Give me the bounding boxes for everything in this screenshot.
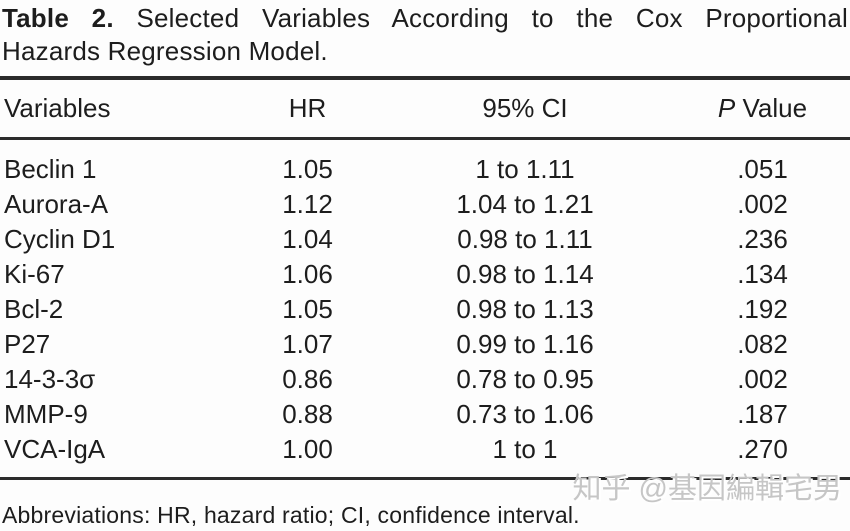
table-row: Ki-67 1.06 0.98 to 1.14 .134 bbox=[0, 257, 850, 292]
cell-ci: 0.98 to 1.13 bbox=[456, 294, 594, 324]
cell-hr: 1.12 bbox=[282, 189, 333, 219]
cell-pvalue: .002 bbox=[737, 189, 788, 219]
cell-ci: 0.73 to 1.06 bbox=[456, 399, 594, 429]
table-row: MMP-9 0.88 0.73 to 1.06 .187 bbox=[0, 397, 850, 432]
cell-pvalue: .187 bbox=[737, 399, 788, 429]
table-header-row: Variables HR 95% CI P Value bbox=[0, 78, 850, 140]
table-row: Aurora-A 1.12 1.04 to 1.21 .002 bbox=[0, 187, 850, 222]
cell-pvalue: .192 bbox=[737, 294, 788, 324]
cell-ci: 0.98 to 1.11 bbox=[457, 224, 593, 254]
table-row: P27 1.07 0.99 to 1.16 .082 bbox=[0, 327, 850, 362]
table-row: 14-3-3σ 0.86 0.78 to 0.95 .002 bbox=[0, 362, 850, 397]
table-title-text: Selected Variables According to the Cox … bbox=[136, 3, 848, 33]
cell-ci: 1 to 1 bbox=[492, 434, 558, 464]
table-row: VCA-IgA 1.00 1 to 1 .270 bbox=[0, 432, 850, 479]
cell-hr: 1.05 bbox=[282, 154, 333, 184]
column-header-pvalue: P Value bbox=[675, 78, 850, 140]
cell-pvalue: .051 bbox=[737, 154, 788, 184]
column-header-variables: Variables bbox=[0, 78, 240, 140]
cell-hr: 1.06 bbox=[282, 259, 333, 289]
table-row: Bcl-2 1.05 0.98 to 1.13 .192 bbox=[0, 292, 850, 327]
cell-variable: Aurora-A bbox=[4, 189, 109, 219]
cell-hr: 1.05 bbox=[282, 294, 333, 324]
cell-variable: 14-3-3σ bbox=[4, 364, 96, 394]
cell-pvalue: .002 bbox=[737, 364, 788, 394]
cell-variable: Beclin 1 bbox=[4, 154, 97, 184]
column-header-hr: HR bbox=[240, 78, 375, 140]
cell-pvalue: .082 bbox=[737, 329, 788, 359]
cell-variable: Cyclin D1 bbox=[4, 224, 116, 254]
cell-hr: 1.04 bbox=[282, 224, 333, 254]
cell-ci: 1 to 1.11 bbox=[475, 154, 575, 184]
cell-pvalue: .236 bbox=[737, 224, 788, 254]
cell-hr: 1.07 bbox=[282, 329, 333, 359]
cell-variable: MMP-9 bbox=[4, 399, 88, 429]
cox-regression-table: Variables HR 95% CI P Value Beclin 1 1.0… bbox=[0, 76, 850, 480]
cell-hr: 0.86 bbox=[282, 364, 333, 394]
cell-hr: 1.00 bbox=[282, 434, 333, 464]
cell-variable: Bcl-2 bbox=[4, 294, 64, 324]
cell-ci: 0.99 to 1.16 bbox=[456, 329, 594, 359]
p-value-rest: Value bbox=[735, 93, 808, 123]
cell-variable: Ki-67 bbox=[4, 259, 65, 289]
table-title-line1: Table 2. Selected Variables According to… bbox=[2, 2, 848, 35]
cell-pvalue: .134 bbox=[737, 259, 788, 289]
table-title: Table 2. Selected Variables According to… bbox=[0, 0, 850, 68]
cell-ci: 0.78 to 0.95 bbox=[456, 364, 594, 394]
table-number-label: Table 2. bbox=[2, 3, 114, 33]
column-header-ci: 95% CI bbox=[375, 78, 675, 140]
abbreviations-footnote: Abbreviations: HR, hazard ratio; CI, con… bbox=[2, 502, 580, 528]
cell-variable: VCA-IgA bbox=[4, 434, 106, 464]
table-row: Cyclin D1 1.04 0.98 to 1.11 .236 bbox=[0, 222, 850, 257]
cell-pvalue: .270 bbox=[737, 434, 788, 464]
cell-ci: 1.04 to 1.21 bbox=[456, 189, 594, 219]
cell-hr: 0.88 bbox=[282, 399, 333, 429]
table-row: Beclin 1 1.05 1 to 1.11 .051 bbox=[0, 139, 850, 188]
table-title-line2: Hazards Regression Model. bbox=[2, 36, 328, 66]
cell-variable: P27 bbox=[4, 329, 51, 359]
cell-ci: 0.98 to 1.14 bbox=[456, 259, 594, 289]
p-italic: P bbox=[717, 93, 736, 123]
